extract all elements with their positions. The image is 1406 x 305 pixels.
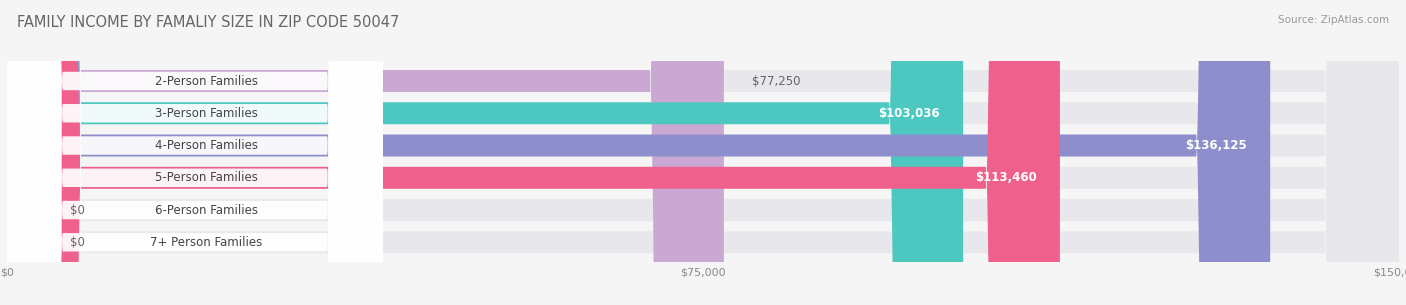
FancyBboxPatch shape	[7, 0, 1399, 305]
Text: $136,125: $136,125	[1185, 139, 1247, 152]
FancyBboxPatch shape	[7, 0, 42, 305]
FancyBboxPatch shape	[7, 0, 382, 305]
FancyBboxPatch shape	[7, 0, 963, 305]
Text: 7+ Person Families: 7+ Person Families	[150, 236, 263, 249]
Text: 2-Person Families: 2-Person Families	[155, 74, 257, 88]
Text: 5-Person Families: 5-Person Families	[155, 171, 257, 184]
FancyBboxPatch shape	[7, 0, 42, 305]
FancyBboxPatch shape	[7, 0, 1399, 305]
FancyBboxPatch shape	[7, 0, 1399, 305]
FancyBboxPatch shape	[7, 0, 1399, 305]
Text: Source: ZipAtlas.com: Source: ZipAtlas.com	[1278, 15, 1389, 25]
FancyBboxPatch shape	[7, 0, 1060, 305]
FancyBboxPatch shape	[7, 0, 382, 305]
Text: $113,460: $113,460	[974, 171, 1036, 184]
Text: 4-Person Families: 4-Person Families	[155, 139, 257, 152]
FancyBboxPatch shape	[7, 0, 382, 305]
FancyBboxPatch shape	[7, 0, 724, 305]
FancyBboxPatch shape	[7, 0, 1270, 305]
Text: FAMILY INCOME BY FAMALIY SIZE IN ZIP CODE 50047: FAMILY INCOME BY FAMALIY SIZE IN ZIP COD…	[17, 15, 399, 30]
Text: 3-Person Families: 3-Person Families	[155, 107, 257, 120]
Text: $77,250: $77,250	[752, 74, 800, 88]
FancyBboxPatch shape	[7, 0, 1399, 305]
Text: $0: $0	[70, 236, 84, 249]
FancyBboxPatch shape	[7, 0, 1399, 305]
Text: $103,036: $103,036	[879, 107, 941, 120]
FancyBboxPatch shape	[7, 0, 382, 305]
FancyBboxPatch shape	[7, 0, 382, 305]
Text: $0: $0	[70, 203, 84, 217]
Text: 6-Person Families: 6-Person Families	[155, 203, 257, 217]
FancyBboxPatch shape	[7, 0, 382, 305]
